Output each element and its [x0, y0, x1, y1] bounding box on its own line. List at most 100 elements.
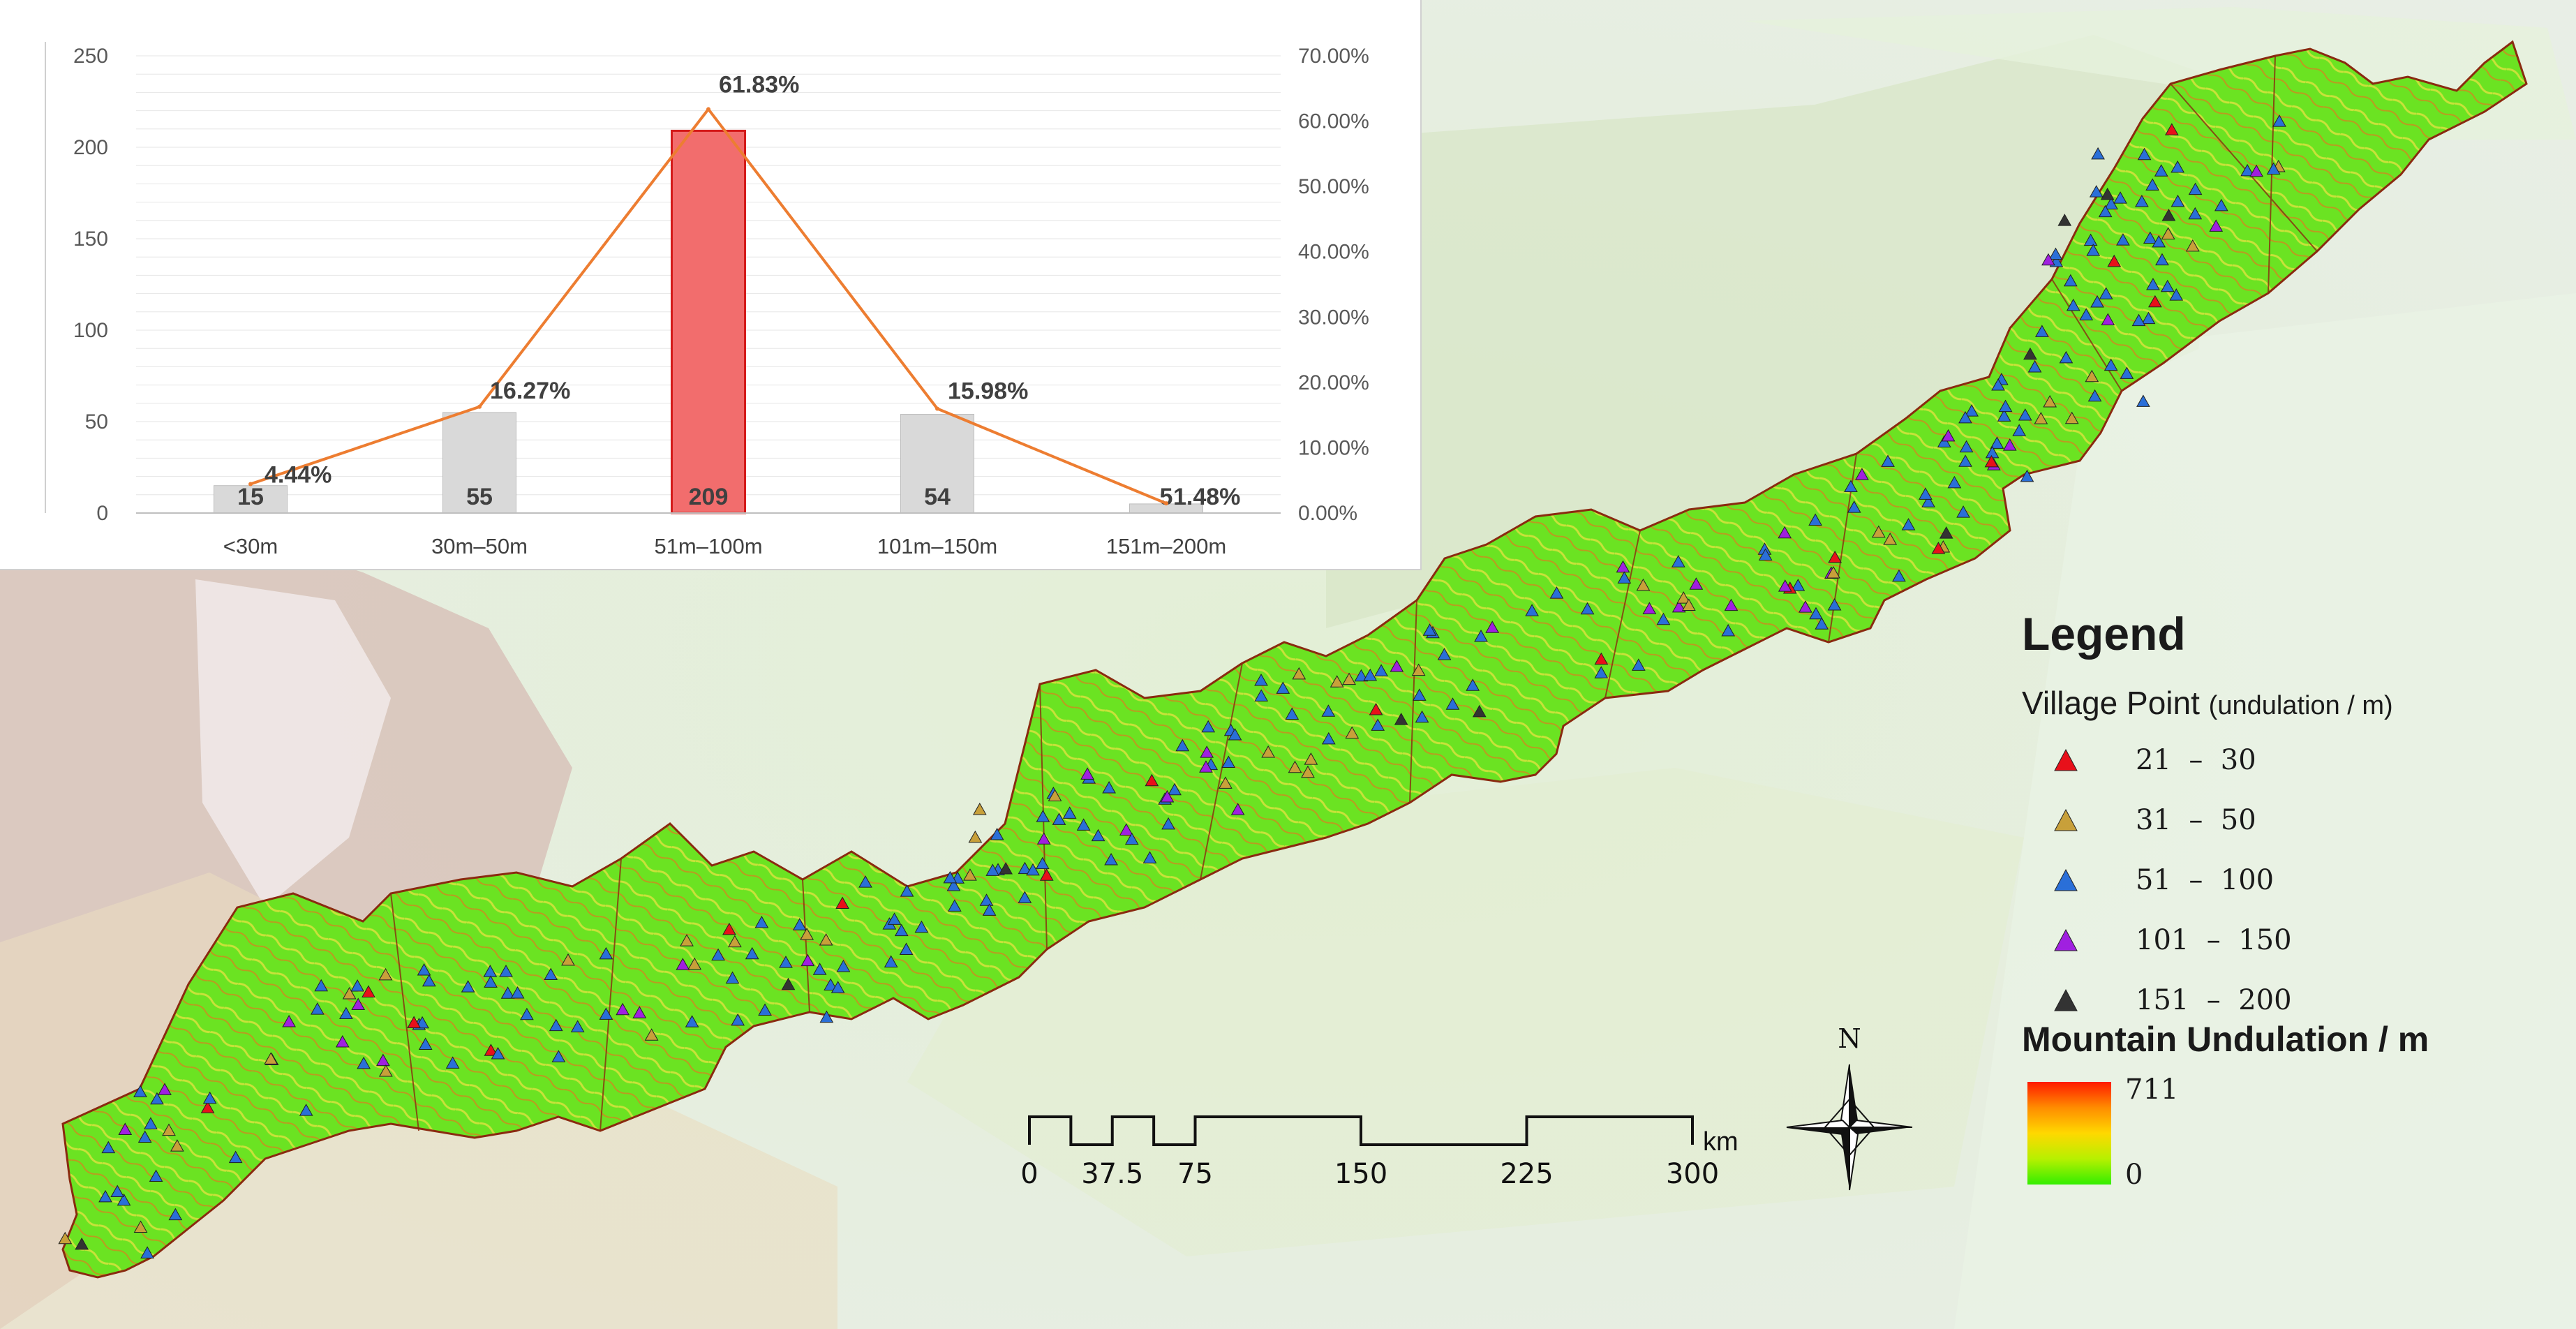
line-point-2 — [706, 107, 710, 112]
legend-item: 101 – 150 — [2052, 920, 2471, 962]
village-marker — [2083, 233, 2098, 246]
triangle-icon — [2054, 928, 2078, 951]
bar-2 — [671, 129, 746, 514]
north-arrow-icon: N — [1786, 1023, 1913, 1191]
village-marker — [339, 1007, 353, 1019]
village-marker — [2185, 239, 2200, 252]
village-marker — [2209, 219, 2224, 232]
bar-1 — [442, 412, 516, 514]
village-marker — [812, 963, 827, 975]
village-marker — [133, 1220, 148, 1233]
village-marker — [1076, 818, 1091, 831]
village-marker — [779, 956, 793, 968]
village-marker — [2043, 395, 2057, 408]
village-marker — [2002, 438, 2017, 451]
village-marker — [1937, 435, 1951, 447]
village-marker — [168, 1208, 183, 1221]
village-marker — [2020, 469, 2034, 482]
village-marker — [947, 899, 962, 912]
village-marker — [2146, 277, 2160, 290]
line-point-3 — [935, 406, 939, 411]
village-marker — [1124, 832, 1139, 845]
village-marker — [137, 1130, 152, 1143]
village-marker — [2100, 187, 2115, 200]
triangle-icon — [2054, 748, 2078, 771]
village-marker — [745, 946, 759, 960]
village-marker — [314, 979, 329, 992]
village-marker — [170, 1139, 184, 1152]
line-value-label: 4.44% — [265, 461, 332, 488]
village-marker — [350, 979, 364, 992]
bar-value-label: 15 — [237, 484, 264, 510]
village-marker — [228, 1150, 243, 1164]
village-marker — [1474, 630, 1488, 642]
village-marker — [2113, 191, 2127, 204]
village-marker — [1778, 526, 1792, 539]
village-marker — [1374, 664, 1388, 676]
village-marker — [900, 884, 914, 897]
line-point-4 — [1164, 501, 1168, 506]
village-marker — [1321, 732, 1336, 745]
village-marker — [1826, 566, 1840, 579]
right-tick-label: 20.00% — [1298, 371, 1369, 394]
line-point-1 — [477, 404, 482, 409]
village-marker — [484, 1044, 498, 1056]
village-marker — [357, 1056, 371, 1069]
village-marker — [1221, 755, 1236, 769]
village-marker — [894, 923, 909, 937]
south-terrain — [907, 768, 2024, 1256]
village-marker — [1798, 600, 1812, 613]
village-marker — [200, 1101, 215, 1113]
village-marker — [2188, 207, 2203, 220]
village-marker — [1827, 598, 1842, 611]
right-tick-label: 70.00% — [1298, 45, 1369, 68]
village-marker — [110, 1185, 125, 1198]
village-marker — [781, 977, 796, 990]
village-marker — [1254, 674, 1268, 686]
village-marker — [1415, 710, 1429, 723]
village-marker — [1201, 720, 1216, 733]
village-marker — [335, 1034, 350, 1048]
village-marker — [1466, 678, 1480, 691]
village-marker — [1939, 526, 1953, 539]
village-marker — [1228, 727, 1242, 741]
scale-bar-line — [1028, 1115, 1694, 1146]
bar-3 — [900, 414, 974, 514]
village-marker — [1847, 500, 1861, 513]
village-marker — [1422, 623, 1437, 636]
map-legend: Legend Village Point (undulation / m) 21… — [2010, 607, 2561, 1235]
village-marker — [1791, 579, 1806, 591]
village-marker — [1048, 789, 1062, 801]
village-marker — [417, 963, 431, 976]
bar-0 — [214, 485, 288, 514]
village-marker — [722, 922, 736, 935]
village-marker — [2131, 313, 2146, 327]
village-marker — [561, 953, 575, 966]
line-point-0 — [248, 482, 253, 487]
village-marker — [990, 827, 1004, 840]
village-marker — [1959, 440, 1974, 453]
village-marker — [1080, 767, 1094, 780]
village-marker — [1472, 704, 1487, 718]
village-marker — [1175, 738, 1190, 752]
village-marker — [1991, 378, 2005, 391]
bar-value-label: 54 — [924, 484, 951, 510]
village-marker — [963, 868, 977, 881]
village-marker — [1965, 404, 1979, 417]
scale-label: 0 — [1020, 1158, 1038, 1190]
village-marker — [676, 958, 690, 970]
village-marker — [1200, 745, 1214, 758]
village-marker — [1883, 533, 1898, 545]
east-lowland — [1954, 293, 2576, 1329]
village-marker — [1142, 851, 1157, 863]
village-marker — [1871, 525, 1886, 538]
village-marker — [2116, 233, 2130, 246]
village-marker — [819, 933, 833, 946]
scale-label: 300 — [1666, 1158, 1719, 1190]
village-marker — [711, 948, 725, 961]
village-marker — [1445, 697, 1460, 710]
village-marker — [1901, 518, 1916, 530]
village-marker — [835, 896, 849, 909]
village-marker — [2035, 325, 2049, 337]
village-marker — [2034, 412, 2048, 424]
